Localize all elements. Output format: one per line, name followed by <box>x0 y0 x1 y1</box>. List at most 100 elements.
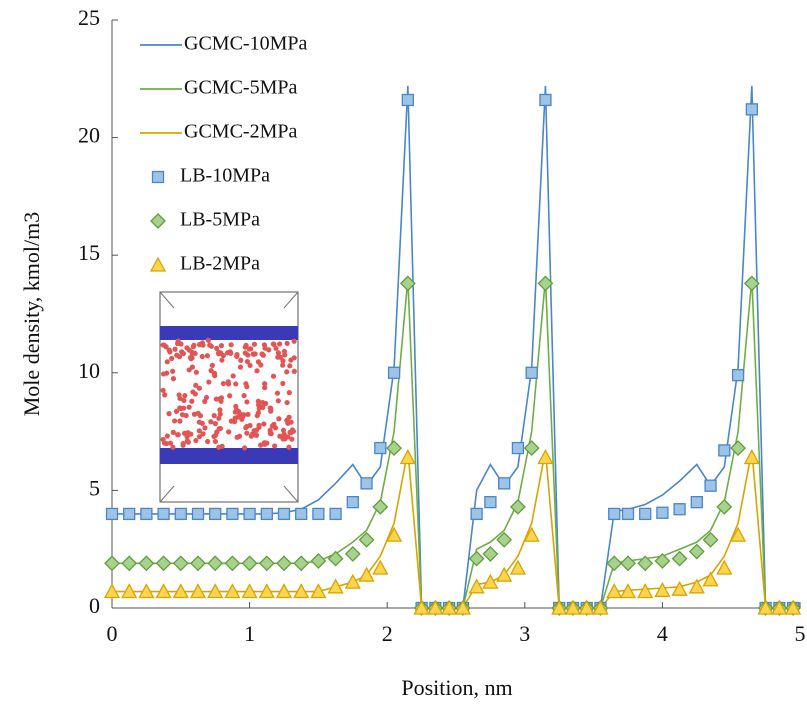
y-axis-label: Mole density, kmol/m3 <box>19 212 44 417</box>
data-marker <box>688 543 705 560</box>
data-marker <box>606 555 623 572</box>
inset-atom <box>244 399 250 405</box>
inset-atom <box>219 443 225 449</box>
inset-atom <box>238 357 244 363</box>
data-marker <box>224 583 241 599</box>
inset-atom <box>267 430 273 437</box>
inset-atom <box>163 344 169 350</box>
data-marker <box>470 507 483 521</box>
inset-edge <box>159 291 175 309</box>
inset-atom <box>237 364 244 370</box>
x-axis-label: Position, nm <box>401 675 512 700</box>
inset-atom <box>276 341 283 347</box>
inset-atom <box>281 348 287 354</box>
data-marker <box>441 599 458 615</box>
legend-label: LB-10MPa <box>180 165 270 187</box>
inset-atom <box>261 342 267 348</box>
inset-atom <box>170 444 176 450</box>
data-marker <box>103 583 121 599</box>
data-line <box>112 278 794 609</box>
data-marker <box>716 498 733 515</box>
inset-atom <box>252 432 258 438</box>
inset-atom <box>193 437 199 444</box>
data-marker <box>654 581 671 598</box>
inset-atom <box>288 357 294 363</box>
inset-atom <box>217 425 223 432</box>
data-marker <box>241 583 258 599</box>
inset-atom <box>259 399 266 406</box>
inset-atom <box>184 438 191 444</box>
inset-atom <box>280 380 286 387</box>
inset-atom <box>180 350 187 357</box>
data-marker <box>608 507 621 521</box>
y-tick-label: 10 <box>78 358 100 383</box>
y-tick-label: 25 <box>78 5 100 30</box>
inset-atom <box>232 409 238 415</box>
inset-atom <box>204 353 211 359</box>
inset-atom <box>214 429 220 435</box>
inset-atom <box>280 427 287 433</box>
inset-atom <box>196 342 203 348</box>
inset-atom <box>241 412 247 418</box>
inset-atom <box>192 391 198 397</box>
inset-atom <box>289 427 296 433</box>
inset-atom <box>255 359 262 365</box>
data-marker <box>360 477 373 490</box>
data-marker <box>138 555 155 572</box>
inset-atom <box>286 444 292 450</box>
inset-atom <box>247 422 253 429</box>
inset-atom <box>181 397 187 403</box>
inset-atom <box>281 431 287 437</box>
inset-atom <box>170 368 176 374</box>
legend-swatch <box>149 256 167 272</box>
data-marker <box>496 531 513 548</box>
inset-atom <box>202 425 208 431</box>
inset-atom <box>255 398 261 404</box>
inset-atom <box>162 392 168 398</box>
data-marker <box>730 440 746 456</box>
inset-atom <box>284 417 290 423</box>
x-tick-label: 5 <box>795 621 806 646</box>
y-tick-label: 0 <box>89 593 100 618</box>
inset-atom <box>287 363 293 369</box>
inset-atom <box>166 411 172 417</box>
data-marker <box>157 507 170 521</box>
inset-atom <box>167 440 174 446</box>
inset-atom <box>170 429 176 435</box>
data-marker <box>385 526 403 542</box>
data-marker <box>468 578 485 594</box>
data-marker <box>138 583 155 599</box>
x-tick-label: 3 <box>519 621 530 646</box>
data-marker <box>606 583 623 599</box>
inset-atom <box>245 352 251 358</box>
data-marker <box>637 583 654 599</box>
inset-atom <box>250 351 256 357</box>
inset-atom <box>272 443 278 449</box>
data-marker <box>258 583 275 599</box>
inset-atom <box>248 433 254 439</box>
data-marker <box>241 555 258 572</box>
data-marker <box>639 507 652 521</box>
data-marker <box>207 555 224 572</box>
inset-image <box>159 291 299 503</box>
data-marker <box>656 506 669 519</box>
data-marker <box>121 555 138 572</box>
x-tick-label: 0 <box>107 621 118 646</box>
y-tick-label: 15 <box>78 240 100 265</box>
data-marker <box>704 479 717 492</box>
data-marker <box>619 583 637 599</box>
inset-atom <box>233 381 239 387</box>
inset-atom <box>164 370 170 376</box>
data-marker <box>191 507 205 521</box>
data-marker <box>277 507 291 521</box>
data-marker <box>482 573 499 589</box>
inset-atom <box>257 442 264 448</box>
inset-atom <box>169 355 175 362</box>
inset-atom <box>216 415 222 421</box>
data-marker <box>372 559 389 575</box>
data-marker <box>729 526 747 542</box>
data-marker <box>104 555 120 572</box>
inset-atom <box>211 433 217 440</box>
inset-atom <box>172 418 178 424</box>
data-marker <box>387 366 401 379</box>
